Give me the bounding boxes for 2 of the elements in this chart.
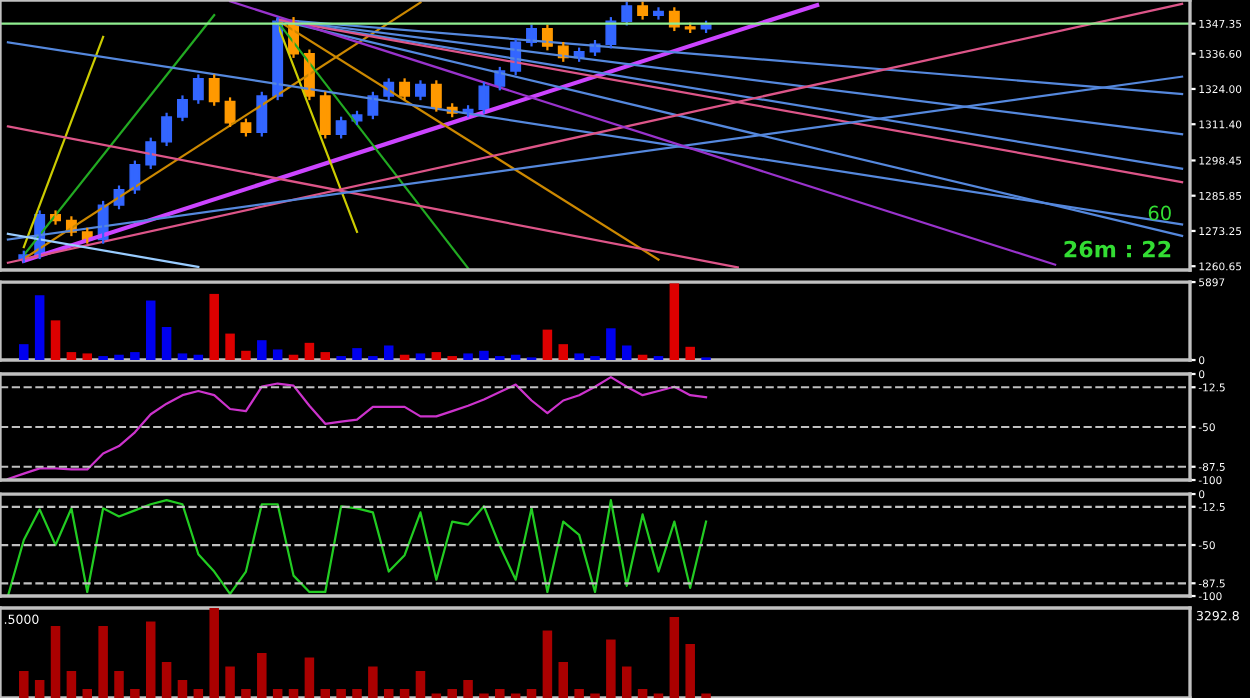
annotation: 26m : 22	[1064, 240, 1171, 258]
annotation: 60	[1148, 205, 1171, 221]
